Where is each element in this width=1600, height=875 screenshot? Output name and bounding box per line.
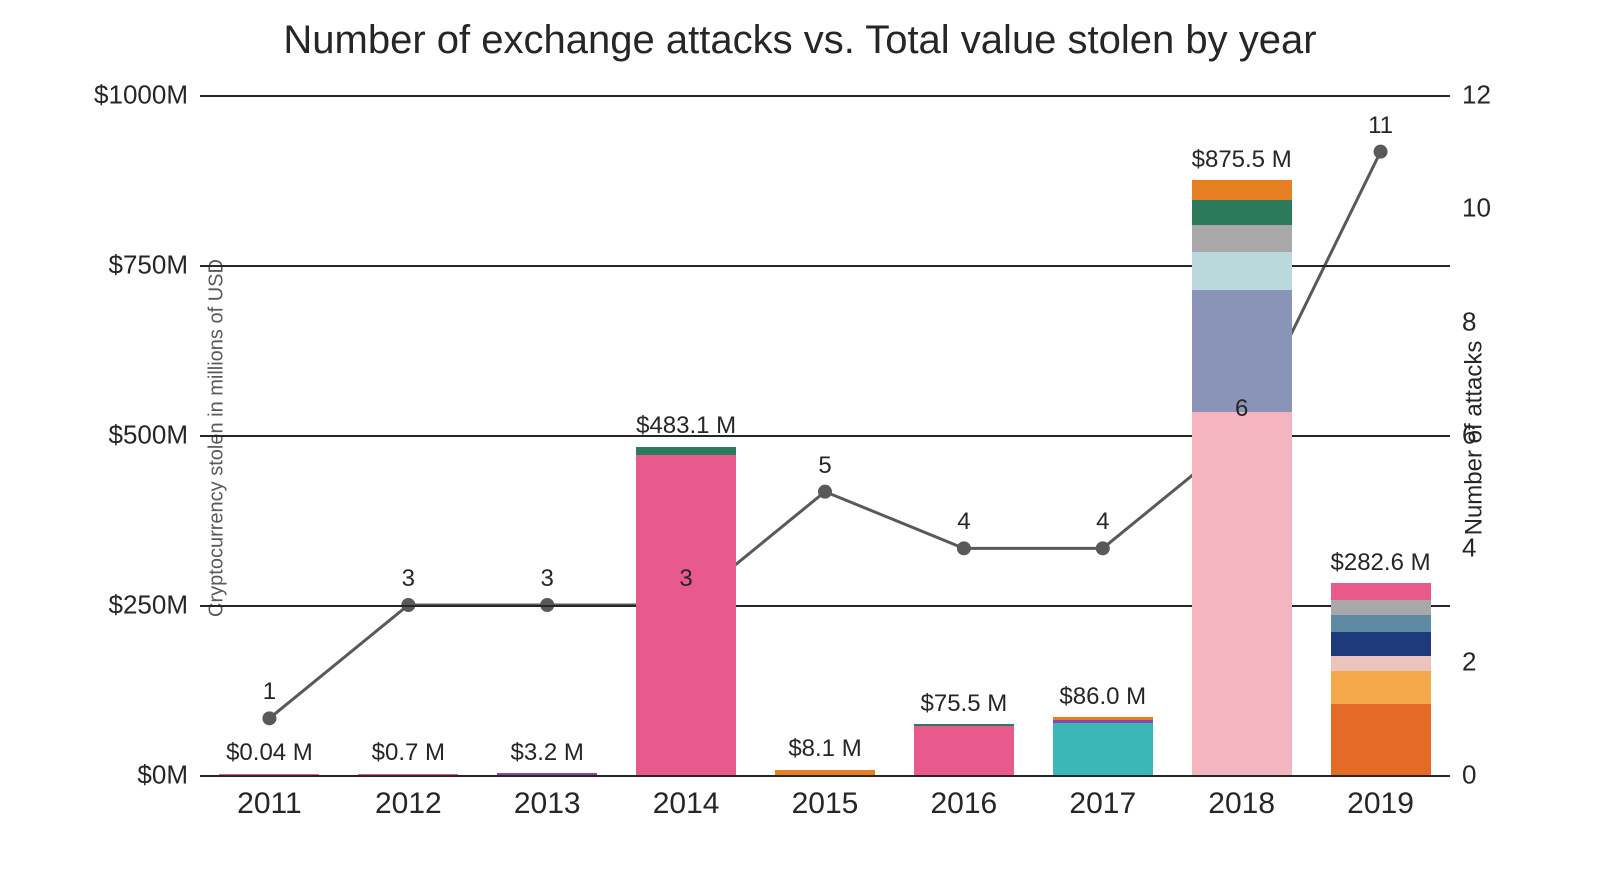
y-right-tick-label: 6 bbox=[1462, 420, 1476, 451]
bar-total-label: $8.1 M bbox=[788, 735, 861, 763]
grid-line bbox=[200, 95, 1450, 97]
x-tick-label: 2011 bbox=[237, 787, 302, 821]
grid-line bbox=[200, 775, 1450, 777]
x-tick-label: 2015 bbox=[792, 787, 859, 821]
y-right-tick-label: 2 bbox=[1462, 646, 1476, 677]
bar-total-label: $75.5 M bbox=[921, 690, 1008, 718]
line-point-label: 11 bbox=[1368, 112, 1393, 140]
line-point-label: 4 bbox=[1096, 508, 1109, 536]
x-tick-label: 2013 bbox=[514, 787, 581, 821]
y-right-tick-label: 4 bbox=[1462, 533, 1476, 564]
bar-group bbox=[497, 773, 597, 775]
y-left-tick-label: $250M bbox=[109, 590, 189, 621]
bar-segment bbox=[1053, 723, 1153, 775]
bar-total-label: $0.04 M bbox=[226, 739, 313, 767]
bar-total-label: $86.0 M bbox=[1059, 683, 1146, 711]
x-tick-label: 2014 bbox=[653, 787, 720, 821]
bar-segment bbox=[1331, 615, 1431, 632]
y-left-tick-label: $500M bbox=[109, 420, 189, 451]
bar-total-label: $875.5 M bbox=[1192, 146, 1292, 174]
bar-group bbox=[358, 774, 458, 775]
bar-segment bbox=[1331, 671, 1431, 704]
bar-segment bbox=[1192, 200, 1292, 225]
bar-segment bbox=[1192, 252, 1292, 289]
line-point-label: 4 bbox=[957, 508, 970, 536]
x-tick-label: 2016 bbox=[931, 787, 998, 821]
bar-segment bbox=[497, 773, 597, 775]
line-point-label: 1 bbox=[263, 678, 276, 706]
chart-container: Number of exchange attacks vs. Total val… bbox=[0, 0, 1600, 875]
line-marker bbox=[262, 711, 276, 725]
line-point-label: 5 bbox=[818, 452, 831, 480]
y-right-tick-label: 8 bbox=[1462, 306, 1476, 337]
bar-segment bbox=[1331, 704, 1431, 775]
line-marker bbox=[957, 541, 971, 555]
y-left-tick-label: $750M bbox=[109, 250, 189, 281]
bar-segment bbox=[1331, 600, 1431, 615]
bar-segment bbox=[1192, 180, 1292, 200]
bar-group bbox=[914, 724, 1014, 775]
bar-total-label: $483.1 M bbox=[636, 412, 736, 440]
x-tick-label: 2012 bbox=[375, 787, 442, 821]
bar-total-label: $282.6 M bbox=[1331, 549, 1431, 577]
bar-group bbox=[1053, 717, 1153, 775]
line-marker bbox=[818, 485, 832, 499]
bar-group bbox=[1331, 583, 1431, 775]
bar-segment bbox=[1192, 290, 1292, 412]
bar-segment bbox=[636, 455, 736, 775]
line-marker bbox=[1096, 541, 1110, 555]
line-point-label: 6 bbox=[1235, 395, 1248, 423]
line-point-label: 3 bbox=[402, 565, 415, 593]
bar-segment bbox=[1192, 225, 1292, 252]
bar-group bbox=[1192, 180, 1292, 775]
chart-title: Number of exchange attacks vs. Total val… bbox=[0, 18, 1600, 63]
y-right-tick-label: 10 bbox=[1462, 193, 1491, 224]
y-right-tick-label: 0 bbox=[1462, 760, 1476, 791]
bar-group bbox=[636, 447, 736, 776]
line-point-label: 3 bbox=[679, 565, 692, 593]
x-tick-label: 2017 bbox=[1069, 787, 1136, 821]
y-left-tick-label: $1000M bbox=[94, 80, 188, 111]
plot-area: $0M$250M$500M$750M$1000M0246810122011201… bbox=[200, 95, 1450, 775]
bar-segment bbox=[1331, 632, 1431, 656]
x-tick-label: 2019 bbox=[1347, 787, 1414, 821]
bar-segment bbox=[358, 774, 458, 775]
y-left-tick-label: $0M bbox=[137, 760, 188, 791]
x-tick-label: 2018 bbox=[1208, 787, 1275, 821]
line-point-label: 3 bbox=[541, 565, 554, 593]
bar-segment bbox=[1192, 412, 1292, 775]
bar-segment bbox=[1331, 656, 1431, 671]
bar-total-label: $0.7 M bbox=[372, 739, 445, 767]
bar-segment bbox=[914, 726, 1014, 775]
bar-group bbox=[219, 774, 319, 775]
bar-segment bbox=[636, 447, 736, 456]
bar-segment bbox=[1331, 583, 1431, 600]
y-right-tick-label: 12 bbox=[1462, 80, 1491, 111]
bar-group bbox=[775, 770, 875, 776]
line-marker bbox=[1374, 145, 1388, 159]
bar-total-label: $3.2 M bbox=[511, 739, 584, 767]
bar-segment bbox=[219, 774, 319, 775]
bar-segment bbox=[775, 770, 875, 776]
